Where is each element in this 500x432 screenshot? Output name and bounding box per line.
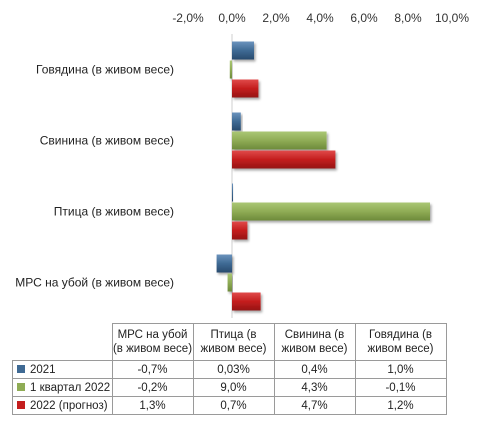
table-cell: 4,7% <box>273 396 356 415</box>
bar <box>232 202 430 221</box>
table-cell: 0,4% <box>273 360 356 379</box>
table-row: 2021 -0,7% 0,03% 0,4% 1,0% <box>12 360 447 379</box>
table-row: 2022 (прогноз) 1,3% 0,7% 4,7% 1,2% <box>12 396 447 415</box>
table-cell: 0,7% <box>192 396 275 415</box>
category-label: Говядина (в живом весе) <box>36 63 174 77</box>
legend-swatch <box>17 401 25 410</box>
x-tick-label: 8,0% <box>394 11 422 25</box>
table-corner <box>12 323 113 361</box>
bar <box>229 60 232 79</box>
table-row: 1 квартал 2022 -0,2% 9,0% 4,3% -0,1% <box>12 378 447 397</box>
x-tick-label: 2,0% <box>262 11 290 25</box>
legend-label: 1 квартал 2022 <box>30 381 111 394</box>
bar <box>232 131 327 150</box>
table-cell: -0,7% <box>111 360 194 379</box>
table-cell: 4,3% <box>273 378 356 397</box>
table-cell: 9,0% <box>192 378 275 397</box>
table-cell: 1,3% <box>111 396 194 415</box>
table-header: Говядина (в живом весе) <box>354 323 447 361</box>
legend-entry-q1-2022: 1 квартал 2022 <box>12 378 113 397</box>
bar <box>232 150 336 169</box>
bar <box>232 183 233 202</box>
legend-entry-2022-forecast: 2022 (прогноз) <box>12 396 113 415</box>
legend-entry-2021: 2021 <box>12 360 113 379</box>
x-tick-label: 10,0% <box>435 11 469 25</box>
table-cell: -0,1% <box>354 378 447 397</box>
legend-label: 2021 <box>30 363 56 376</box>
table-cell: -0,2% <box>111 378 194 397</box>
legend-swatch <box>17 383 25 392</box>
table-header-row: МРС на убой (в живом весе) Птица (в живо… <box>12 323 447 361</box>
bar <box>232 221 248 240</box>
category-axis: МРС на убой (в живом весе) Птица (в живом… <box>15 63 174 290</box>
x-tick-label: 4,0% <box>306 11 334 25</box>
bar <box>216 254 232 273</box>
category-label: Свинина (в живом весе) <box>40 134 174 148</box>
bar <box>227 273 232 292</box>
bar-chart: -2,0% 0,0% 2,0% 4,0% 6,0% 8,0% 10,0% МРС на уб… <box>15 11 469 318</box>
category-label: МРС на убой (в живом весе) <box>15 276 174 290</box>
x-tick-label: 0,0% <box>218 11 246 25</box>
x-tick-label: 6,0% <box>350 11 378 25</box>
bar <box>232 112 241 131</box>
table-cell: 1,2% <box>354 396 447 415</box>
table-cell: 0,03% <box>192 360 275 379</box>
x-tick-label: -2,0% <box>172 11 204 25</box>
legend-swatch <box>17 365 25 374</box>
table-cell: 1,0% <box>354 360 447 379</box>
x-axis: -2,0% 0,0% 2,0% 4,0% 6,0% 8,0% 10,0% <box>172 11 469 25</box>
bar <box>232 79 259 98</box>
table-header: Птица (в живом весе) <box>192 323 275 361</box>
plot-area <box>216 41 430 311</box>
table-header: Свинина (в живом весе) <box>273 323 356 361</box>
legend-label: 2022 (прогноз) <box>30 399 108 412</box>
data-table: МРС на убой (в живом весе) Птица (в живо… <box>12 323 447 415</box>
bar <box>232 41 254 60</box>
bar <box>232 292 261 311</box>
category-label: Птица (в живом весе) <box>54 205 174 219</box>
table-header: МРС на убой (в живом весе) <box>111 323 194 361</box>
